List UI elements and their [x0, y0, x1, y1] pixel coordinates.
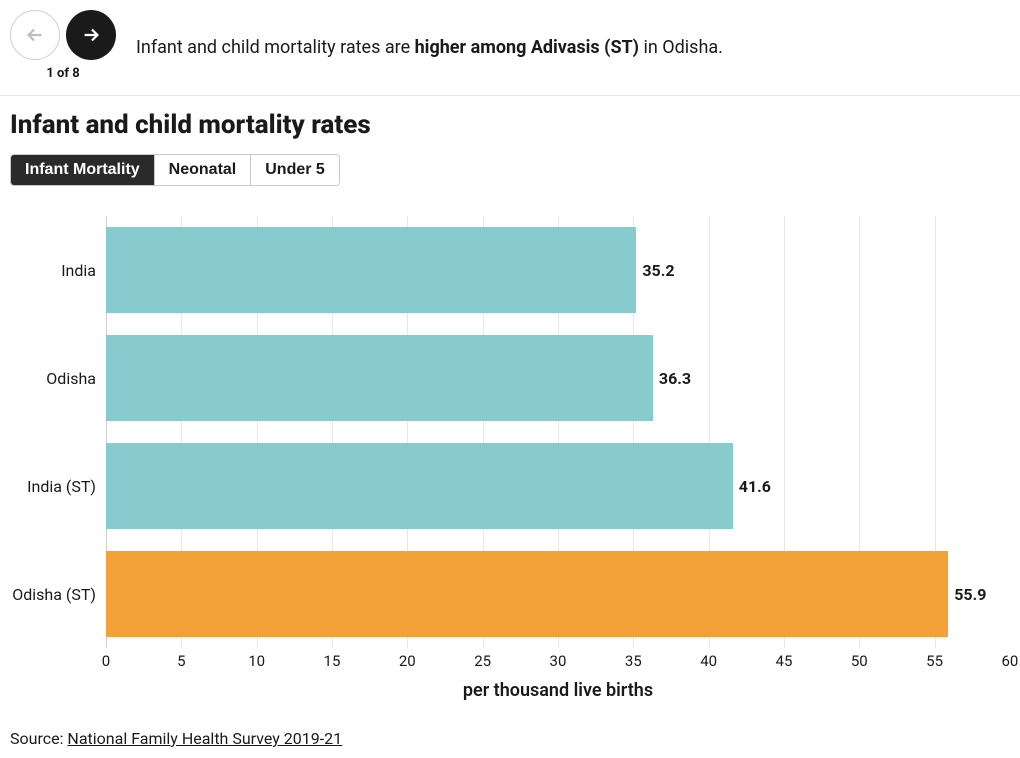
bar: [106, 443, 733, 529]
bar-rows: 35.2 36.3 41.6 55.9: [106, 216, 1010, 648]
y-axis-labels: IndiaOdishaIndia (ST)Odisha (ST): [10, 216, 106, 648]
source-prefix: Source:: [10, 729, 67, 748]
page-counter: 1 of 8: [46, 66, 79, 81]
tab-infant-mortality[interactable]: Infant Mortality: [11, 155, 154, 185]
bar-row: 55.9: [106, 540, 1010, 648]
tab-under-5[interactable]: Under 5: [250, 155, 339, 185]
prev-button[interactable]: [10, 10, 60, 60]
header-row: 1 of 8 Infant and child mortality rates …: [0, 0, 1020, 81]
source-link[interactable]: National Family Health Survey 2019-21: [67, 729, 342, 748]
nav-button-row: [10, 10, 116, 60]
category-label: Odisha: [10, 324, 106, 432]
chart-region: Infant and child mortality rates Infant …: [0, 96, 1020, 758]
category-label: Odisha (ST): [10, 540, 106, 648]
bar-row: 35.2: [106, 216, 1010, 324]
bar-row: 41.6: [106, 432, 1010, 540]
bar-value: 55.9: [954, 585, 986, 604]
category-label: India (ST): [10, 432, 106, 540]
nav-controls: 1 of 8: [10, 10, 116, 81]
next-button[interactable]: [66, 10, 116, 60]
caption-suffix: in Odisha.: [639, 37, 723, 58]
metric-tabs: Infant MortalityNeonatalUnder 5: [10, 154, 340, 186]
category-label: India: [10, 216, 106, 324]
arrow-left-icon: [24, 24, 46, 46]
source-line: Source: National Family Health Survey 20…: [10, 729, 1010, 748]
arrow-right-icon: [80, 24, 102, 46]
bar: [106, 227, 636, 313]
tab-neonatal[interactable]: Neonatal: [154, 155, 251, 185]
bar-row: 36.3: [106, 324, 1010, 432]
bar-value: 41.6: [739, 477, 771, 496]
caption-prefix: Infant and child mortality rates are: [136, 37, 415, 58]
bar: [106, 335, 653, 421]
x-axis-label: per thousand live births: [106, 680, 1010, 701]
bar-value: 36.3: [659, 369, 691, 388]
caption-bold: higher among Adivasis (ST): [415, 37, 639, 58]
chart-plot: IndiaOdishaIndia (ST)Odisha (ST) 35.2 36.…: [10, 216, 1010, 648]
slide-caption: Infant and child mortality rates are hig…: [136, 33, 723, 58]
bar-value: 35.2: [642, 261, 674, 280]
bar: [106, 551, 948, 637]
chart-title: Infant and child mortality rates: [10, 110, 1010, 140]
bars-area: 35.2 36.3 41.6 55.9: [106, 216, 1010, 648]
